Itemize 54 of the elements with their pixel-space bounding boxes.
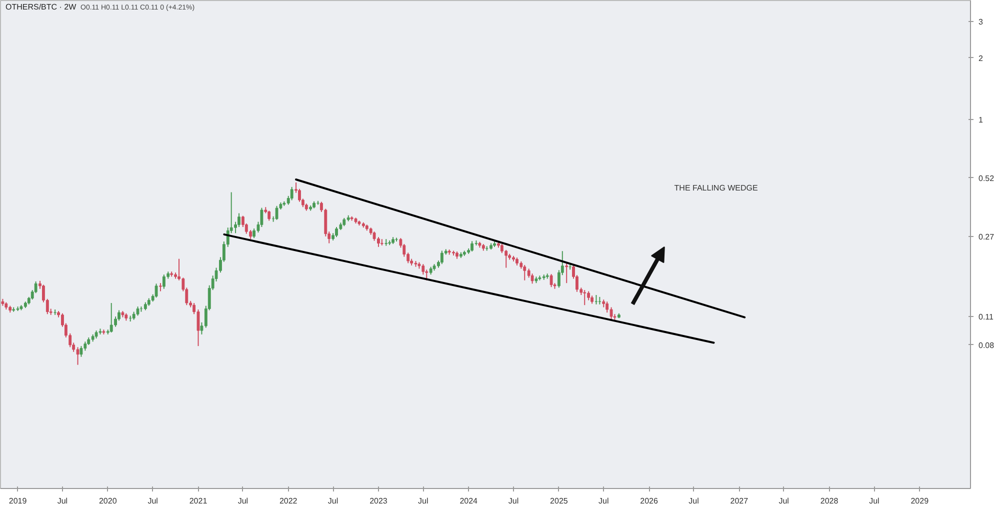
candlestick: [610, 306, 613, 320]
candlestick: [136, 306, 140, 316]
candlestick: [500, 243, 504, 254]
x-tick-label: Jul: [598, 496, 609, 506]
candlestick: [76, 346, 80, 366]
y-tick-label: 0.08: [978, 340, 995, 350]
x-tick-label: 2021: [189, 496, 208, 506]
x-tick-label: 2024: [460, 496, 478, 506]
y-tick-label: 0.52: [978, 174, 995, 183]
x-tick-label: Jul: [328, 496, 338, 506]
candlestick: [80, 346, 83, 358]
candlestick: [523, 264, 526, 281]
candlestick: [162, 274, 166, 290]
y-tick-label: 3: [978, 18, 984, 27]
candlestick: [196, 308, 200, 347]
y-tick-label: 1: [978, 116, 984, 125]
candlestick: [110, 302, 113, 333]
x-tick-label: Jul: [688, 496, 700, 506]
candlestick: [550, 274, 553, 288]
x-tick-label: Jul: [869, 496, 880, 506]
x-tick-label: 2028: [820, 496, 839, 506]
chart-title: OTHERS/BTC · 2W: [6, 2, 77, 12]
candlestick: [154, 283, 158, 298]
candlestick: [583, 290, 586, 306]
candlestick: [335, 226, 338, 238]
y-tick-label: 0.27: [978, 232, 995, 242]
y-tick-label: 2: [978, 54, 984, 63]
x-tick-label: 2023: [370, 496, 388, 506]
x-tick-label: Jul: [418, 496, 428, 506]
candlestick: [470, 240, 474, 252]
x-tick-label: Jul: [148, 496, 158, 506]
candlestick: [372, 231, 376, 242]
x-tick-label: Jul: [508, 496, 519, 506]
x-tick-label: 2020: [98, 496, 118, 506]
candlestick: [84, 341, 87, 352]
x-tick-label: 2025: [550, 496, 568, 506]
candlestick: [252, 228, 256, 239]
candlestick: [565, 262, 568, 284]
x-tick-label: 2027: [730, 496, 749, 506]
candlestick: [606, 301, 609, 314]
candlestick: [504, 249, 508, 268]
candlestick: [440, 250, 444, 265]
x-tick-label: Jul: [238, 496, 248, 506]
y-tick-label: 0.11: [978, 312, 994, 322]
x-tick-label: Jul: [57, 496, 68, 506]
candlestick: [290, 186, 294, 201]
candlestick: [275, 205, 278, 220]
x-tick-label: 2026: [640, 496, 659, 506]
x-tick-label: 2022: [279, 496, 298, 506]
x-tick-label: 2029: [910, 496, 930, 506]
annotation: THE FALLING WEDGE: [674, 183, 758, 192]
candlestick: [268, 210, 271, 222]
x-tick-label: Jul: [778, 496, 790, 506]
x-tick-label: 2019: [8, 496, 28, 506]
